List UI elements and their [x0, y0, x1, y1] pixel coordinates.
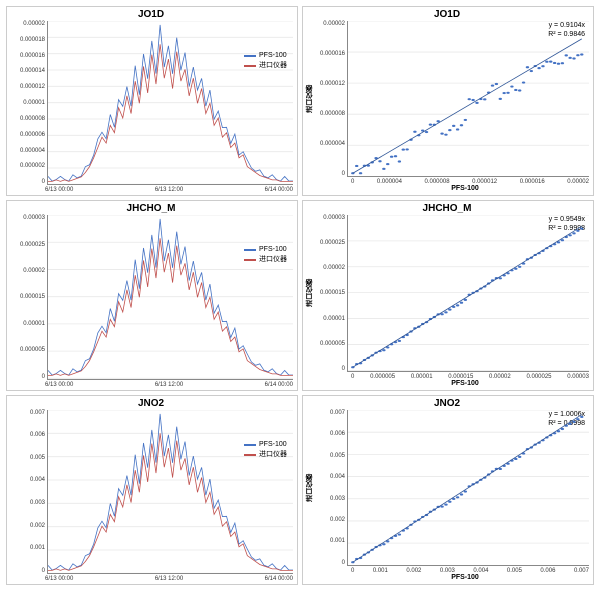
y-axis: 0.000020.0000180.0000160.0000140.0000120…: [9, 21, 47, 185]
x-axis: 00.0000050.000010.0000150.000020.0000250…: [351, 372, 589, 380]
x-axis-label: PFS-100: [341, 380, 589, 388]
y-axis: 0.0070.0060.0050.0040.0030.0020.0010: [315, 410, 347, 566]
legend: PFS-100进口仪器: [244, 440, 287, 460]
plot-svg: [48, 215, 293, 378]
panel-jhcho-timeseries: JHCHO_M 0.000030.0000250.000020.0000150.…: [6, 200, 298, 390]
plot-area: PFS-100进口仪器: [47, 410, 293, 574]
y-axis-label: 进口仪器: [305, 85, 315, 113]
plot-svg: [348, 410, 589, 565]
plot-svg: [48, 21, 293, 184]
y-axis-label: 进口仪器: [305, 474, 315, 502]
panel-jhcho-scatter: JHCHO_M y = 0.9549xR² = 0.9998 进口仪器 0.00…: [302, 200, 594, 390]
panel-jno2-timeseries: JNO2 0.0070.0060.0050.0040.0030.0020.001…: [6, 395, 298, 585]
chart-title: JNO2: [9, 398, 293, 410]
chart-grid: JO1D 0.000020.0000180.0000160.0000140.00…: [6, 6, 594, 585]
plot-area: PFS-100进口仪器: [47, 21, 293, 185]
x-axis-label: PFS-100: [341, 185, 589, 193]
x-axis: 6/13 00:006/13 12:006/14 00:00: [45, 380, 293, 388]
legend: PFS-100进口仪器: [244, 245, 287, 265]
x-axis: 6/13 00:006/13 12:006/14 00:00: [45, 574, 293, 582]
panel-jo1d-scatter: JO1D y = 0.9104xR² = 0.9846 进口仪器 0.00002…: [302, 6, 594, 196]
plot-area: [347, 410, 589, 566]
y-axis: 0.000020.0000160.0000120.0000080.0000040: [315, 21, 347, 177]
legend: PFS-100进口仪器: [244, 51, 287, 71]
plot-svg: [348, 21, 589, 176]
plot-svg: [348, 215, 589, 370]
plot-area: [347, 21, 589, 177]
plot-area: [347, 215, 589, 371]
panel-jno2-scatter: JNO2 y = 1.0006xR² = 0.9998 进口仪器 0.0070.…: [302, 395, 594, 585]
x-axis: 6/13 00:006/13 12:006/14 00:00: [45, 185, 293, 193]
y-axis: 0.000030.0000250.000020.0000150.000010.0…: [9, 215, 47, 379]
chart-title: JHCHO_M: [305, 203, 589, 215]
plot-svg: [48, 410, 293, 573]
plot-area: PFS-100进口仪器: [47, 215, 293, 379]
panel-jo1d-timeseries: JO1D 0.000020.0000180.0000160.0000140.00…: [6, 6, 298, 196]
y-axis-label: 进口仪器: [305, 279, 315, 307]
x-axis-label: PFS-100: [341, 574, 589, 582]
chart-title: JO1D: [9, 9, 293, 21]
chart-title: JNO2: [305, 398, 589, 410]
x-axis: 00.0010.0020.0030.0040.0050.0060.007: [351, 566, 589, 574]
x-axis: 00.0000040.0000080.0000120.0000160.00002: [351, 177, 589, 185]
y-axis: 0.0070.0060.0050.0040.0030.0020.0010: [9, 410, 47, 574]
chart-title: JO1D: [305, 9, 589, 21]
y-axis: 0.000030.0000250.000020.0000150.000010.0…: [315, 215, 347, 371]
chart-title: JHCHO_M: [9, 203, 293, 215]
